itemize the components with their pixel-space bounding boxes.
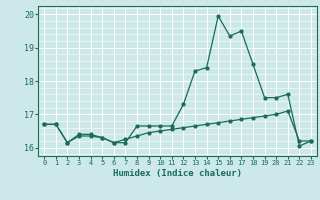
- X-axis label: Humidex (Indice chaleur): Humidex (Indice chaleur): [113, 169, 242, 178]
